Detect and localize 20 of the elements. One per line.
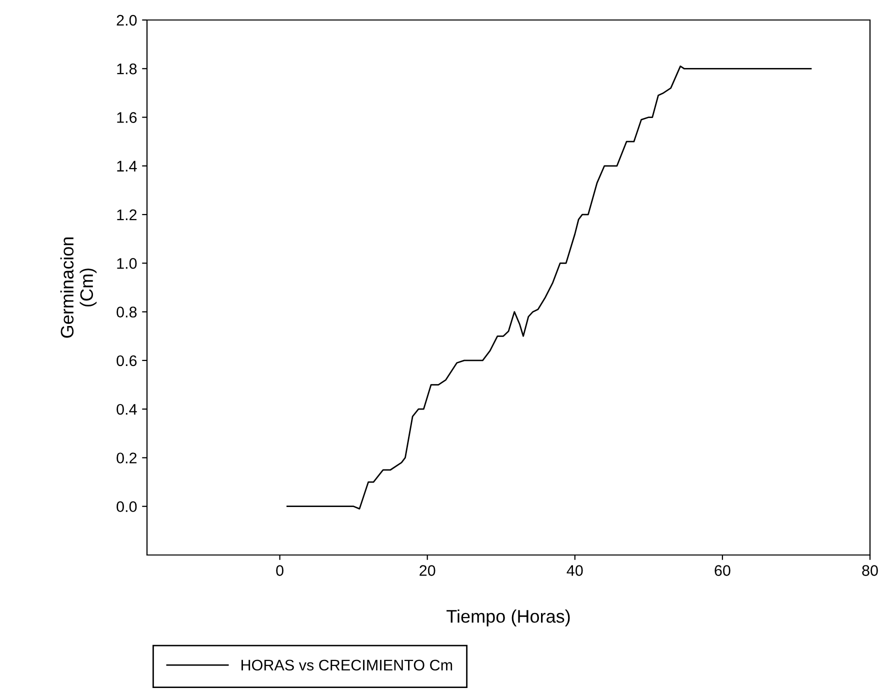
y-tick-label: 1.0 <box>117 258 137 269</box>
x-tick-label: 40 <box>566 565 583 576</box>
x-tick-label: 60 <box>714 565 730 576</box>
y-tick-label: 0.0 <box>116 501 137 512</box>
y-tick-label: 1.2 <box>117 209 137 220</box>
y-tick-label: 0.2 <box>116 452 137 464</box>
x-axis-title: Tiempo (Horas) <box>446 610 570 626</box>
y-axis-title: Germinacion (Cm) <box>60 237 97 338</box>
y-tick-label: 1.8 <box>117 64 137 74</box>
y-tick-label: 2.0 <box>116 14 137 26</box>
y-tick-label: 0.8 <box>116 306 137 318</box>
x-tick-label: 80 <box>862 565 878 576</box>
y-tick-label: 0.4 <box>116 404 137 415</box>
y-tick-label: 0.6 <box>116 355 137 366</box>
x-tick-label: 0 <box>276 565 284 576</box>
y-tick-label: 1.6 <box>117 112 137 123</box>
x-tick-label: 20 <box>420 565 436 576</box>
y-tick-label: 1.4 <box>117 160 137 172</box>
line-series <box>286 66 812 510</box>
legend-label: HORAS vs CRECIMIENTO Cm <box>242 660 452 671</box>
